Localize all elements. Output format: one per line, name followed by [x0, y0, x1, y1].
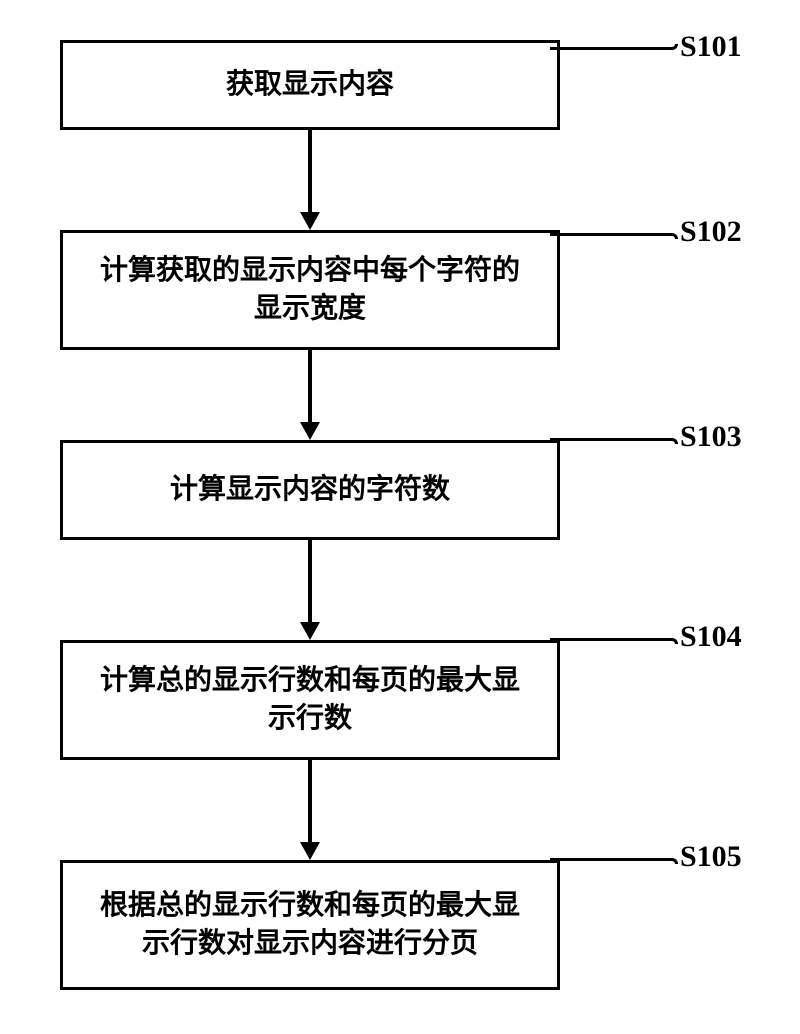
flow-step-s105: 根据总的显示行数和每页的最大显 示行数对显示内容进行分页 — [60, 860, 560, 990]
flow-step-text: 计算总的显示行数和每页的最大显 示行数 — [100, 662, 520, 738]
label-connector — [550, 638, 678, 644]
flow-step-text: 根据总的显示行数和每页的最大显 示行数对显示内容进行分页 — [100, 887, 520, 963]
arrow-shaft — [308, 350, 312, 422]
flow-step-text: 计算获取的显示内容中每个字符的 显示宽度 — [100, 252, 520, 328]
step-label-s102: S102 — [680, 215, 742, 249]
flow-step-s103: 计算显示内容的字符数 — [60, 440, 560, 540]
arrow-shaft — [308, 540, 312, 622]
flow-step-s101: 获取显示内容 — [60, 40, 560, 130]
label-connector — [550, 233, 678, 239]
arrow-head-icon — [300, 422, 320, 440]
label-connector — [550, 858, 678, 864]
arrow-head-icon — [300, 212, 320, 230]
flow-step-s104: 计算总的显示行数和每页的最大显 示行数 — [60, 640, 560, 760]
arrow-shaft — [308, 760, 312, 842]
step-label-s103: S103 — [680, 420, 742, 454]
arrow-head-icon — [300, 842, 320, 860]
step-label-s104: S104 — [680, 620, 742, 654]
arrow-head-icon — [300, 622, 320, 640]
label-connector — [550, 44, 678, 50]
flow-step-s102: 计算获取的显示内容中每个字符的 显示宽度 — [60, 230, 560, 350]
step-label-s105: S105 — [680, 840, 742, 874]
flow-step-text: 获取显示内容 — [226, 66, 394, 104]
flowchart-canvas: 获取显示内容计算获取的显示内容中每个字符的 显示宽度计算显示内容的字符数计算总的… — [0, 0, 800, 1034]
arrow-shaft — [308, 130, 312, 212]
flow-step-text: 计算显示内容的字符数 — [170, 471, 450, 509]
step-label-s101: S101 — [680, 30, 742, 64]
label-connector — [550, 438, 678, 444]
